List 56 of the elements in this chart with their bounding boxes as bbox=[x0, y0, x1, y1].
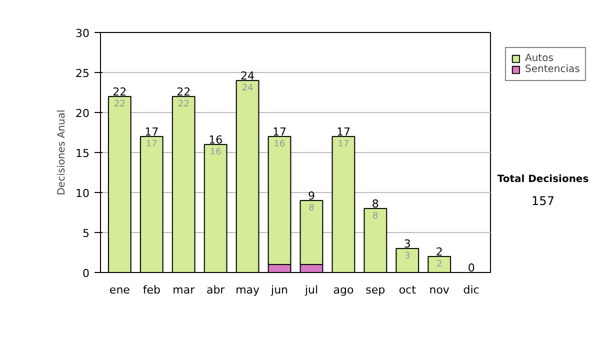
data-label: 22 bbox=[178, 100, 190, 110]
x-tick-label: nov bbox=[429, 284, 450, 296]
bar bbox=[364, 208, 388, 272]
y-axis-title: Decisiones Anual bbox=[56, 110, 68, 196]
x-tick-label: dic bbox=[463, 284, 480, 296]
bar bbox=[172, 96, 196, 272]
x-tick-label: mar bbox=[172, 284, 196, 296]
y-tick-label: 0 bbox=[82, 267, 90, 280]
bar bbox=[396, 248, 420, 272]
total-label: 3 bbox=[404, 238, 411, 250]
data-label: 3 bbox=[404, 252, 410, 262]
bar bbox=[108, 96, 132, 272]
bar bbox=[236, 80, 260, 272]
bar bbox=[428, 256, 452, 272]
total-label: 24 bbox=[240, 70, 255, 82]
x-tick-label: ago bbox=[333, 284, 354, 296]
data-label: 8 bbox=[308, 204, 315, 214]
bar bbox=[204, 144, 228, 272]
total-label: 16 bbox=[208, 134, 223, 146]
x-tick-label: sep bbox=[366, 284, 386, 296]
y-tick-label: 10 bbox=[76, 187, 90, 200]
text: Total Decisiones bbox=[497, 173, 589, 187]
data-label: 17 bbox=[338, 140, 350, 150]
data-label: 24 bbox=[242, 84, 254, 94]
total-label: 17 bbox=[272, 126, 287, 138]
total-label: 17 bbox=[144, 126, 159, 138]
x-tick-label: may bbox=[236, 284, 260, 296]
bar bbox=[332, 136, 356, 272]
total-label: 22 bbox=[176, 86, 191, 98]
x-tick-label: jul bbox=[304, 284, 318, 296]
x-tick-label: feb bbox=[142, 284, 160, 296]
y-tick-label: 25 bbox=[76, 67, 90, 80]
data-label: 8 bbox=[372, 212, 379, 222]
total-label: 9 bbox=[308, 190, 315, 202]
text: 157 bbox=[530, 193, 556, 210]
total-label: 2 bbox=[436, 246, 443, 258]
data-label: 16 bbox=[210, 148, 222, 158]
y-tick-label: 30 bbox=[76, 27, 90, 40]
total-label: 22 bbox=[112, 86, 127, 98]
y-tick-label: 5 bbox=[82, 227, 90, 240]
x-tick-label: oct bbox=[398, 284, 417, 296]
data-label: 22 bbox=[114, 100, 126, 110]
total-label: 0 bbox=[468, 262, 475, 274]
bar bbox=[140, 136, 164, 272]
total-label: 8 bbox=[372, 198, 379, 210]
x-tick-label: abr bbox=[206, 284, 226, 296]
x-tick-label: ene bbox=[109, 284, 130, 296]
data-label: 16 bbox=[274, 140, 286, 150]
y-tick-label: 15 bbox=[76, 147, 90, 160]
x-tick-label: jun bbox=[270, 284, 288, 296]
legend-label: Autos bbox=[525, 53, 554, 64]
legend-label: Sentencias bbox=[525, 64, 580, 75]
data-label: 2 bbox=[436, 260, 442, 270]
y-tick-label: 20 bbox=[76, 107, 90, 120]
data-label: 17 bbox=[146, 140, 158, 150]
total-label: 17 bbox=[336, 126, 350, 138]
